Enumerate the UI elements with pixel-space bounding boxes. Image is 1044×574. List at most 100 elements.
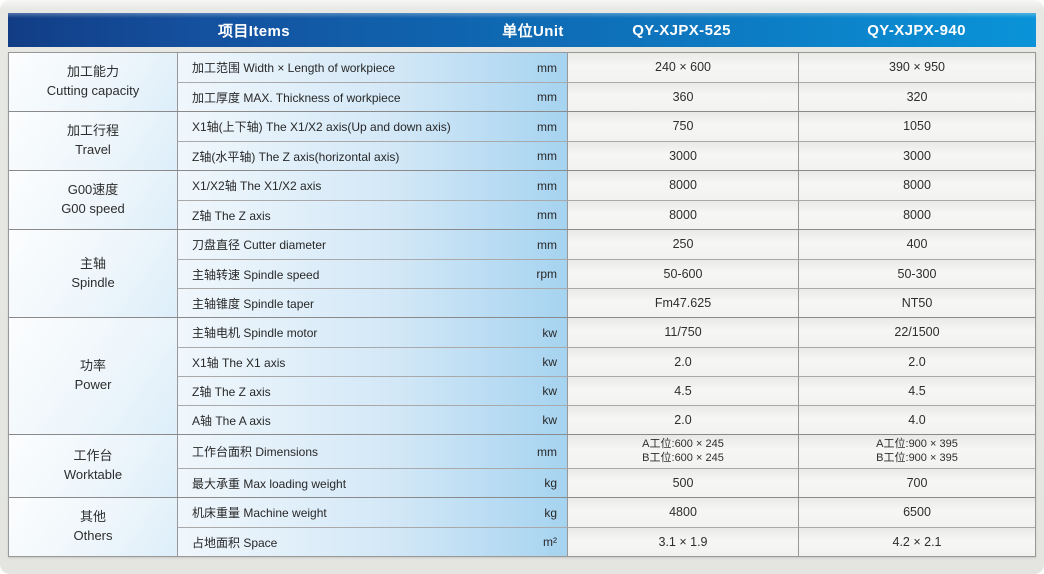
category-cell: G00速度 G00 speed [9, 171, 177, 229]
unit-label: kw [542, 325, 557, 340]
table-row: X1/X2轴 The X1/X2 axis mm 8000 8000 [177, 171, 1035, 200]
item-label: 刀盘直径 Cutter diameter [192, 238, 327, 252]
table-row: A轴 The A axis kw 2.0 4.0 [177, 405, 1035, 434]
value-cell-940: 320 [798, 82, 1035, 111]
value-cell-525: 2.0 [567, 405, 798, 434]
category-cn: 工作台 [73, 448, 113, 464]
item-label: 主轴电机 Spindle motor [192, 326, 318, 340]
value-cell-940: 3000 [798, 141, 1035, 170]
value-cell-525: 750 [567, 112, 798, 141]
value-cell-940: 50-300 [798, 259, 1035, 288]
group-others: 其他 Others 机床重量 Machine weight kg 4800 65… [9, 497, 1035, 556]
item-unit-cell: 主轴锥度 Spindle taper [177, 288, 567, 317]
value-cell-525: 8000 [567, 171, 798, 200]
table-row: X1轴 The X1 axis kw 2.0 2.0 [177, 347, 1035, 376]
value-cell-525: 500 [567, 468, 798, 497]
group-cutting-capacity: 加工能力 Cutting capacity 加工范围 Width × Lengt… [9, 53, 1035, 111]
item-unit-cell: 机床重量 Machine weight kg [177, 498, 567, 527]
table-row: 机床重量 Machine weight kg 4800 6500 [177, 498, 1035, 527]
header-unit: 单位Unit [502, 22, 564, 40]
group-power: 功率 Power 主轴电机 Spindle motor kw 11/750 22… [9, 317, 1035, 434]
value-cell-940: 400 [798, 230, 1035, 259]
value-cell-525: 8000 [567, 200, 798, 229]
value-cell-940: NT50 [798, 288, 1035, 317]
unit-label: mm [537, 60, 557, 75]
item-label: X1轴 The X1 axis [192, 355, 286, 370]
table-row: Z轴 The Z axis mm 8000 8000 [177, 200, 1035, 229]
table-row: 主轴电机 Spindle motor kw 11/750 22/1500 [177, 318, 1035, 347]
item-unit-cell: 刀盘直径 Cutter diameter mm [177, 230, 567, 259]
category-cn: 其他 [79, 509, 106, 525]
item-unit-cell: X1轴 The X1 axis kw [177, 347, 567, 376]
category-en: Others [73, 528, 113, 543]
spec-table-body: 加工能力 Cutting capacity 加工范围 Width × Lengt… [8, 52, 1036, 557]
item-label: X1/X2轴 The X1/X2 axis [192, 179, 322, 193]
item-label: Z轴 The Z axis [192, 208, 271, 223]
value-cell-940: 700 [798, 468, 1035, 497]
header-items: 项目Items [218, 22, 290, 40]
value-cell-940: 8000 [798, 200, 1035, 229]
table-row: Z轴 The Z axis kw 4.5 4.5 [177, 376, 1035, 405]
category-cell: 工作台 Worktable [9, 435, 177, 497]
group-travel: 加工行程 Travel X1轴(上下轴) The X1/X2 axis(Up a… [9, 111, 1035, 170]
category-cell: 主轴 Spindle [9, 230, 177, 317]
category-en: G00 speed [61, 201, 125, 216]
value-cell-525: 250 [567, 230, 798, 259]
value-cell-940: 1050 [798, 112, 1035, 141]
category-cell: 加工行程 Travel [9, 112, 177, 170]
category-cn: 加工能力 [66, 64, 119, 80]
category-cn: G00速度 [67, 182, 119, 198]
table-row: 最大承重 Max loading weight kg 500 700 [177, 468, 1035, 497]
value-cell-525: Fm47.625 [567, 288, 798, 317]
unit-label: mm [537, 208, 557, 222]
value-cell-940: 2.0 [798, 347, 1035, 376]
item-label: X1轴(上下轴) The X1/X2 axis(Up and down axis… [192, 120, 451, 134]
category-cell: 加工能力 Cutting capacity [9, 53, 177, 111]
item-label: 主轴锥度 Spindle taper [192, 296, 315, 311]
value-cell-940: A工位:900 × 395 B工位:900 × 395 [798, 435, 1035, 468]
value-cell-940: 390 × 950 [798, 53, 1035, 82]
item-unit-cell: X1/X2轴 The X1/X2 axis mm [177, 171, 567, 200]
table-row: 主轴转速 Spindle speed rpm 50-600 50-300 [177, 259, 1035, 288]
item-unit-cell: A轴 The A axis kw [177, 405, 567, 434]
header-model-940: QY-XJPX-940 [867, 21, 966, 39]
category-en: Spindle [71, 274, 115, 290]
unit-label: mm [537, 444, 557, 459]
item-unit-cell: Z轴 The Z axis kw [177, 376, 567, 405]
item-unit-cell: 加工范围 Width × Length of workpiece mm [177, 53, 567, 82]
unit-label: mm [537, 119, 557, 134]
value-cell-525: 4800 [567, 498, 798, 527]
group-worktable: 工作台 Worktable 工作台面积 Dimensions mm A工位:60… [9, 434, 1035, 497]
category-cn: 功率 [79, 358, 106, 374]
category-cell: 其他 Others [9, 498, 177, 556]
value-cell-525: 3000 [567, 141, 798, 170]
group-g00-speed: G00速度 G00 speed X1/X2轴 The X1/X2 axis mm… [9, 170, 1035, 229]
item-unit-cell: 主轴电机 Spindle motor kw [177, 318, 567, 347]
table-row: 工作台面积 Dimensions mm A工位:600 × 245 B工位:60… [177, 435, 1035, 468]
item-unit-cell: Z轴(水平轴) The Z axis(horizontal axis) mm [177, 141, 567, 170]
value-cell-525: A工位:600 × 245 B工位:600 × 245 [567, 435, 798, 468]
value-cell-525: 4.5 [567, 376, 798, 405]
value-cell-940: 4.2 × 2.1 [798, 527, 1035, 556]
item-unit-cell: 主轴转速 Spindle speed rpm [177, 259, 567, 288]
item-label: 工作台面积 Dimensions [192, 445, 319, 459]
value-cell-525: 50-600 [567, 259, 798, 288]
item-unit-cell: 工作台面积 Dimensions mm [177, 435, 567, 468]
unit-label: mm [537, 178, 557, 193]
item-label: 机床重量 Machine weight [192, 506, 327, 520]
table-row: 刀盘直径 Cutter diameter mm 250 400 [177, 230, 1035, 259]
category-cn: 主轴 [79, 255, 106, 271]
item-label: 加工范围 Width × Length of workpiece [192, 61, 396, 75]
item-label: A轴 The A axis [192, 413, 271, 428]
value-cell-525: 11/750 [567, 318, 798, 347]
table-row: 占地面积 Space m² 3.1 × 1.9 4.2 × 2.1 [177, 527, 1035, 556]
table-row: 主轴锥度 Spindle taper Fm47.625 NT50 [177, 288, 1035, 317]
item-unit-cell: 最大承重 Max loading weight kg [177, 468, 567, 497]
value-cell-525: 3.1 × 1.9 [567, 527, 798, 556]
value-cell-940: 8000 [798, 171, 1035, 200]
unit-label: m² [543, 535, 557, 549]
item-unit-cell: 加工厚度 MAX. Thickness of workpiece mm [177, 82, 567, 111]
item-unit-cell: X1轴(上下轴) The X1/X2 axis(Up and down axis… [177, 112, 567, 141]
item-label: 占地面积 Space [192, 535, 278, 550]
